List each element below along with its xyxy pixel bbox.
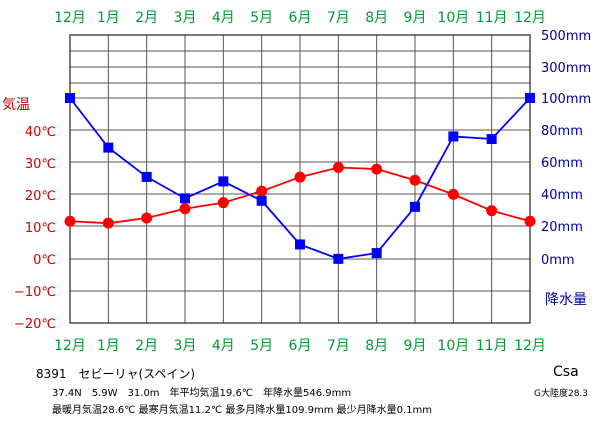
month-labels-top: 12月 1月 2月 3月 4月 5月 6月 7月 8月 9月 10月 11月 12月 [54, 10, 546, 26]
month-label-bottom: 10月 [437, 338, 469, 354]
precipitation-point [218, 176, 229, 187]
month-label-bottom: 8月 [365, 338, 388, 354]
month-label-top: 1月 [97, 10, 120, 26]
month-label-bottom: 9月 [404, 338, 427, 354]
temperature-point [102, 217, 114, 229]
temperature-point [409, 174, 421, 186]
grid-lines [70, 35, 530, 323]
month-label-top: 2月 [135, 10, 158, 26]
temperature-tick-label: 30℃ [25, 157, 56, 172]
month-label-top: 12月 [54, 10, 86, 26]
temperature-point [524, 215, 536, 227]
month-label-top: 3月 [174, 10, 197, 26]
station-name: 8391 セビーリャ(スペイン) [36, 367, 196, 381]
precipitation-tick-label: 60mm [541, 156, 583, 171]
temperature-tick-label: 20℃ [25, 189, 56, 204]
precipitation-point [103, 142, 114, 153]
precipitation-point [295, 239, 305, 250]
temperature-point [179, 203, 191, 215]
temperature-tick-label: −10℃ [14, 285, 56, 300]
precipitation-tick-label: 40mm [541, 188, 583, 203]
temperature-point [256, 185, 268, 197]
month-label-top: 11月 [476, 10, 508, 26]
month-label-bottom: 3月 [174, 338, 197, 354]
month-label-bottom: 6月 [289, 338, 312, 354]
month-label-top: 10月 [437, 10, 469, 26]
precipitation-point [141, 171, 152, 182]
temperature-tick-label: 0℃ [33, 253, 56, 268]
climate-class: Csa [553, 364, 579, 380]
temperature-point [486, 205, 498, 217]
precipitation-point [65, 93, 75, 103]
precipitation-point [256, 195, 267, 206]
temperature-tick-label: 40℃ [25, 125, 56, 140]
precipitation-tick-label: 0mm [541, 253, 575, 268]
month-label-bottom: 5月 [250, 338, 273, 354]
month-label-bottom: 1月 [97, 338, 120, 354]
climate-chart: 12月 1月 2月 3月 4月 5月 6月 7月 8月 9月 10月 11月 12月 12月 1月 2月 3月… [2, 10, 591, 354]
month-label-top: 7月 [327, 10, 350, 26]
temperature-point [447, 188, 459, 200]
month-label-top: 12月 [514, 10, 546, 26]
station-summary: 37.4N 5.9W 31.0m 年平均気温19.6℃ 年降水量546.9mm [52, 388, 352, 399]
precipitation-series [65, 93, 535, 264]
precipitation-point [486, 134, 497, 144]
month-labels-bottom: 12月 1月 2月 3月 4月 5月 6月 7月 8月 9月 10月 11月 12月 [54, 338, 546, 354]
station-extremes: 最暖月気温28.6℃ 最寒月気温11.2℃ 最多月降水量109.9mm 最少月降… [52, 405, 433, 416]
temperature-point [141, 212, 153, 224]
month-label-top: 4月 [212, 10, 235, 26]
month-label-top: 9月 [404, 10, 427, 26]
month-label-bottom: 4月 [212, 338, 235, 354]
precipitation-point [180, 193, 190, 204]
precipitation-point [525, 93, 535, 103]
precipitation-point [371, 248, 382, 259]
temperature-point [64, 215, 76, 227]
temperature-point [371, 163, 383, 175]
month-label-top: 8月 [365, 10, 388, 26]
month-label-bottom: 7月 [327, 338, 350, 354]
temperature-axis: 気温 40℃ 30℃ 20℃ 10℃ 0℃ −10℃ −20℃ [2, 97, 56, 332]
precipitation-tick-label: 300mm [541, 61, 591, 76]
temperature-point [332, 161, 344, 173]
precipitation-axis-title: 降水量 [545, 292, 587, 308]
precipitation-tick-label: 20mm [541, 220, 583, 235]
precipitation-point [333, 253, 344, 264]
precipitation-point [410, 201, 420, 212]
month-label-bottom: 12月 [54, 338, 86, 354]
month-label-top: 5月 [250, 10, 273, 26]
month-label-bottom: 11月 [476, 338, 508, 354]
plot-border [69, 34, 531, 324]
month-label-bottom: 12月 [514, 338, 546, 354]
temperature-axis-title: 気温 [2, 97, 30, 113]
plot-frame [69, 34, 531, 324]
precipitation-point [448, 131, 459, 142]
precipitation-tick-label: 500mm [541, 29, 591, 44]
precipitation-tick-label: 80mm [541, 124, 583, 139]
temperature-point [294, 171, 306, 183]
temperature-series [64, 161, 536, 229]
precipitation-axis: 500mm 300mm 100mm 80mm 60mm 40mm 20mm 0mm 降水量 [541, 29, 591, 308]
month-label-bottom: 2月 [135, 338, 158, 354]
temperature-point [217, 197, 229, 209]
continentality: G大陸度28.3 [534, 389, 589, 399]
month-label-top: 6月 [289, 10, 312, 26]
temperature-tick-label: −20℃ [14, 317, 56, 332]
temperature-tick-label: 10℃ [25, 221, 56, 236]
precipitation-tick-label: 100mm [541, 92, 591, 107]
